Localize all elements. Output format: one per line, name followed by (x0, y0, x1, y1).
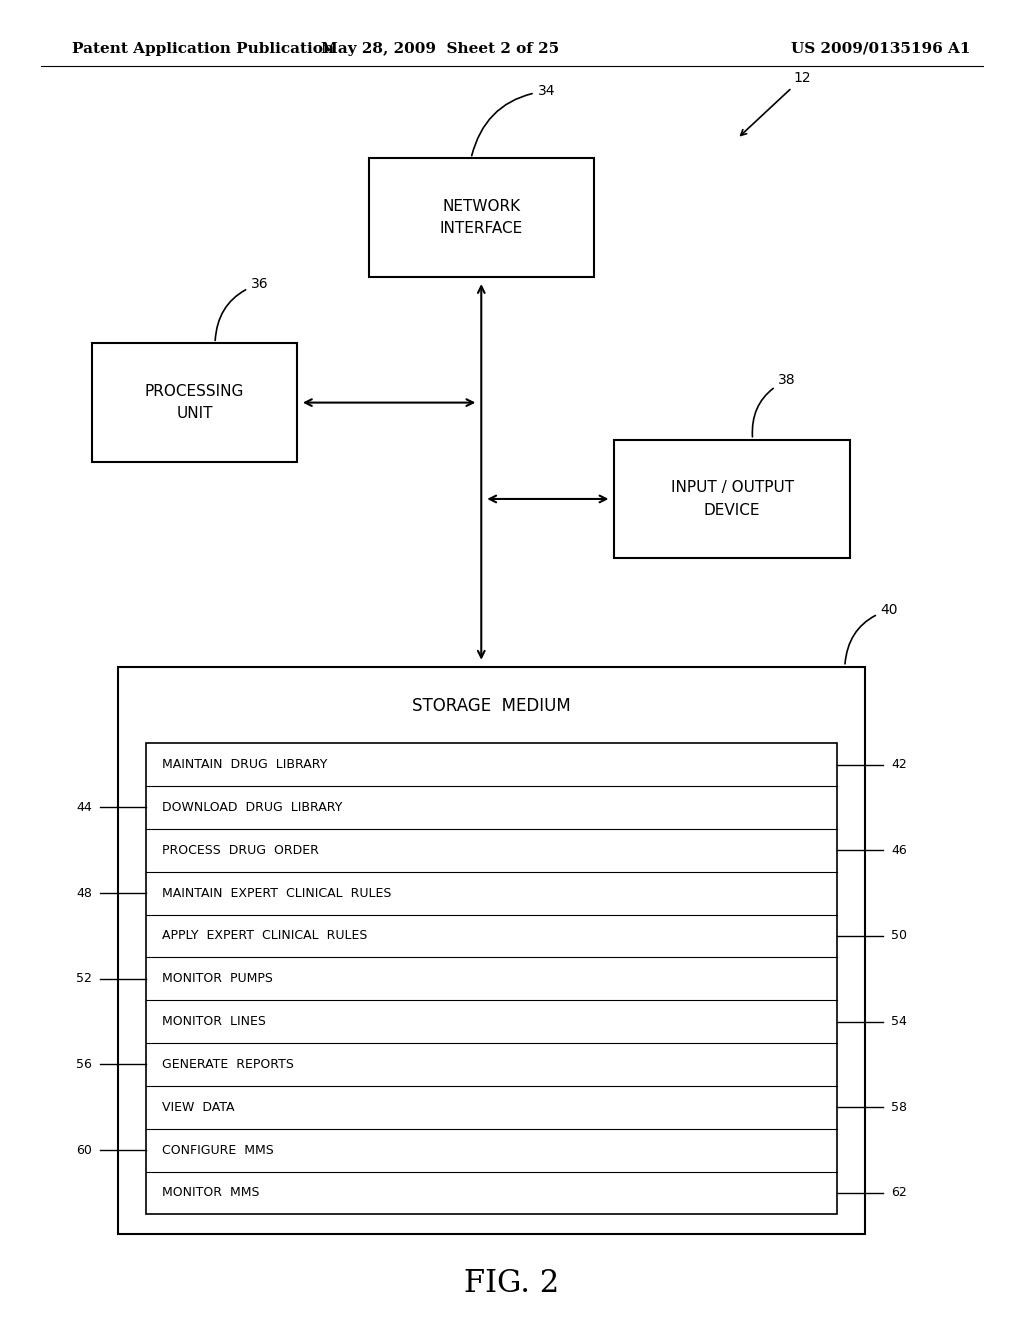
Text: APPLY  EXPERT  CLINICAL  RULES: APPLY EXPERT CLINICAL RULES (162, 929, 368, 942)
Text: 54: 54 (891, 1015, 907, 1028)
FancyBboxPatch shape (118, 667, 865, 1234)
FancyBboxPatch shape (369, 158, 594, 277)
Text: May 28, 2009  Sheet 2 of 25: May 28, 2009 Sheet 2 of 25 (322, 42, 559, 55)
Text: NETWORK
INTERFACE: NETWORK INTERFACE (439, 199, 523, 236)
Text: CONFIGURE  MMS: CONFIGURE MMS (162, 1143, 273, 1156)
Text: INPUT / OUTPUT
DEVICE: INPUT / OUTPUT DEVICE (671, 480, 794, 517)
Text: 56: 56 (76, 1057, 92, 1071)
FancyBboxPatch shape (614, 440, 850, 558)
Text: 12: 12 (740, 71, 811, 136)
Text: 52: 52 (76, 973, 92, 985)
Text: STORAGE  MEDIUM: STORAGE MEDIUM (412, 697, 571, 715)
Text: VIEW  DATA: VIEW DATA (162, 1101, 234, 1114)
Text: DOWNLOAD  DRUG  LIBRARY: DOWNLOAD DRUG LIBRARY (162, 801, 342, 814)
Text: 40: 40 (845, 603, 898, 664)
Text: FIG. 2: FIG. 2 (464, 1267, 560, 1299)
Text: MONITOR  PUMPS: MONITOR PUMPS (162, 973, 272, 985)
Text: PROCESS  DRUG  ORDER: PROCESS DRUG ORDER (162, 843, 318, 857)
Text: US 2009/0135196 A1: US 2009/0135196 A1 (791, 42, 971, 55)
Text: MAINTAIN  DRUG  LIBRARY: MAINTAIN DRUG LIBRARY (162, 758, 327, 771)
Text: MAINTAIN  EXPERT  CLINICAL  RULES: MAINTAIN EXPERT CLINICAL RULES (162, 887, 391, 900)
Text: 44: 44 (77, 801, 92, 814)
Text: 34: 34 (472, 84, 555, 156)
Text: 48: 48 (76, 887, 92, 900)
Text: 58: 58 (891, 1101, 907, 1114)
Text: 36: 36 (215, 277, 268, 341)
Text: MONITOR  MMS: MONITOR MMS (162, 1187, 259, 1200)
Text: 50: 50 (891, 929, 907, 942)
Text: PROCESSING
UNIT: PROCESSING UNIT (144, 384, 245, 421)
FancyBboxPatch shape (146, 743, 837, 1214)
Text: Patent Application Publication: Patent Application Publication (72, 42, 334, 55)
Text: 62: 62 (891, 1187, 906, 1200)
Text: 38: 38 (753, 374, 796, 437)
Text: MONITOR  LINES: MONITOR LINES (162, 1015, 265, 1028)
FancyBboxPatch shape (92, 343, 297, 462)
Text: 46: 46 (891, 843, 906, 857)
Text: 60: 60 (76, 1143, 92, 1156)
Text: GENERATE  REPORTS: GENERATE REPORTS (162, 1057, 294, 1071)
Text: 42: 42 (891, 758, 906, 771)
